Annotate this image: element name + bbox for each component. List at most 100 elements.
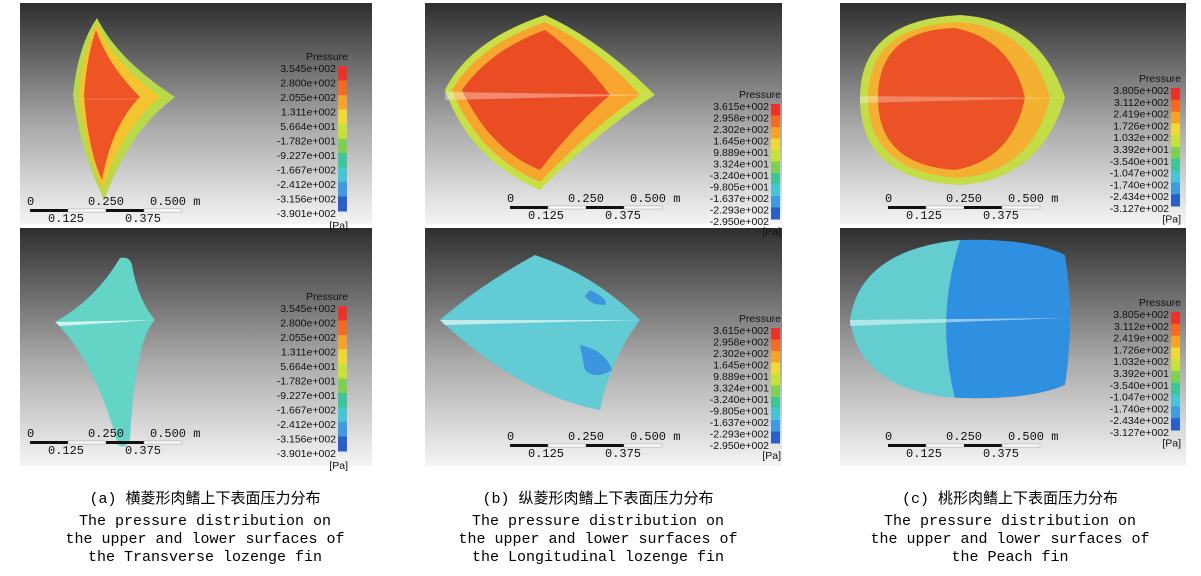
colorbar-segment [338, 66, 347, 81]
legend-label: 5.664e+001 [280, 361, 336, 373]
colorbar-segment [771, 173, 780, 185]
colorbar-segment [338, 124, 347, 139]
colorbar-segment [338, 197, 347, 212]
legend-title: Pressure [739, 89, 781, 101]
colorbar-segment [338, 139, 347, 154]
caption-line: the Transverse lozenge fin [88, 549, 322, 566]
legend-label: 3.805e+002 [1113, 85, 1169, 97]
scale-label: 0.375 [125, 444, 161, 458]
colorbar-segment [1171, 395, 1180, 407]
colorbar-segment [1171, 135, 1180, 147]
legend-label: 2.800e+002 [280, 78, 336, 90]
colorbar-segment [771, 139, 780, 151]
scale-label: 0.500 m [1008, 192, 1058, 206]
legend-label: 3.392e+001 [1113, 144, 1169, 156]
caption-line: the upper and lower surfaces of [870, 531, 1149, 548]
scale-label: 0 [507, 430, 514, 444]
legend-label: -3.156e+002 [277, 434, 336, 446]
colorbar-segment [771, 386, 780, 398]
colorbar-segment [338, 408, 347, 423]
colorbar-segment [771, 374, 780, 386]
scale-label: 0 [885, 430, 892, 444]
legend-label: -2.293e+002 [710, 205, 769, 217]
colorbar-segment [338, 321, 347, 336]
caption-line: the upper and lower surfaces of [458, 531, 737, 548]
colorbar-segment [338, 81, 347, 96]
scale-label: 0.250 [568, 430, 604, 444]
legend-label: -2.434e+002 [1110, 415, 1169, 427]
colorbar-segment [1171, 324, 1180, 336]
legend-label: 3.615e+002 [713, 101, 769, 113]
scale-label: 0.375 [125, 212, 161, 226]
legend-label: 2.958e+002 [713, 113, 769, 125]
scale-label: 0.500 m [150, 427, 200, 441]
scale-label: 0.125 [906, 447, 942, 461]
caption-label: (c) 桃形肉鳍上下表面压力分布 [902, 490, 1118, 508]
colorbar-segment [338, 306, 347, 321]
legend-label: 5.664e+001 [280, 121, 336, 133]
colorbar-segment [1171, 147, 1180, 159]
colorbar-segment [338, 350, 347, 365]
legend-label: 3.324e+001 [713, 383, 769, 395]
colorbar-segment [1171, 312, 1180, 324]
colorbar-segment [1171, 100, 1180, 112]
legend-label: 3.545e+002 [280, 63, 336, 75]
colorbar-segment [338, 153, 347, 168]
colorbar-segment [771, 409, 780, 421]
legend-title: Pressure [739, 313, 781, 325]
caption-line: The pressure distribution on [472, 513, 724, 530]
legend-label: 1.645e+002 [713, 360, 769, 372]
scale-label: 0 [27, 195, 34, 209]
colorbar-segment [771, 196, 780, 208]
legend-label: 2.419e+002 [1113, 333, 1169, 345]
caption-line: the Longitudinal lozenge fin [472, 549, 724, 566]
scale-label: 0.250 [88, 195, 124, 209]
legend-unit: [Pa] [1162, 437, 1181, 449]
legend-label: 1.311e+002 [281, 107, 336, 119]
scale-label: 0.250 [946, 192, 982, 206]
legend-label: -2.950e+002 [710, 216, 769, 228]
scale-label: 0.125 [906, 209, 942, 223]
caption-line: The pressure distribution on [884, 513, 1136, 530]
colorbar-segment [1171, 347, 1180, 359]
colorbar-segment [771, 116, 780, 128]
legend-label: -9.805e+001 [710, 182, 769, 194]
legend-label: 9.889e+001 [713, 147, 769, 159]
colorbar-segment [338, 95, 347, 110]
legend-label: -3.901e+002 [277, 208, 336, 220]
scale-label: 0.375 [605, 209, 641, 223]
legend-label: -2.412e+002 [277, 419, 336, 431]
caption-line: the upper and lower surfaces of [65, 531, 344, 548]
colorbar-segment [771, 397, 780, 409]
legend-label: -3.540e+001 [1110, 156, 1169, 168]
scale-label: 0.375 [605, 447, 641, 461]
legend-label: -2.412e+002 [277, 179, 336, 191]
legend-label: 2.958e+002 [713, 337, 769, 349]
colorbar-segment [338, 335, 347, 350]
legend-label: -3.127e+002 [1110, 203, 1169, 215]
caption-line: The pressure distribution on [79, 513, 331, 530]
legend-label: -1.637e+002 [710, 417, 769, 429]
colorbar-segment [1171, 336, 1180, 348]
legend-label: 1.311e+002 [281, 347, 336, 359]
legend-label: 2.800e+002 [280, 318, 336, 330]
colorbar-segment [771, 127, 780, 139]
legend-label: 3.324e+001 [713, 159, 769, 171]
caption-line: the Peach fin [951, 549, 1068, 566]
scale-label: 0.125 [528, 447, 564, 461]
scale-label: 0.375 [983, 209, 1019, 223]
scale-label: 0.500 m [630, 192, 680, 206]
colorbar-segment [1171, 371, 1180, 383]
scale-label: 0 [507, 192, 514, 206]
legend-title: Pressure [306, 291, 348, 303]
legend-label: 3.392e+001 [1113, 368, 1169, 380]
legend-label: -9.805e+001 [710, 406, 769, 418]
legend-label: -1.637e+002 [710, 193, 769, 205]
colorbar-segment [338, 393, 347, 408]
legend-label: 1.726e+002 [1113, 120, 1169, 132]
colorbar-segment [771, 208, 780, 220]
scale-label: 0.125 [48, 444, 84, 458]
legend-label: -3.156e+002 [277, 194, 336, 206]
colorbar-segment [338, 437, 347, 452]
scale-label: 0.250 [946, 430, 982, 444]
